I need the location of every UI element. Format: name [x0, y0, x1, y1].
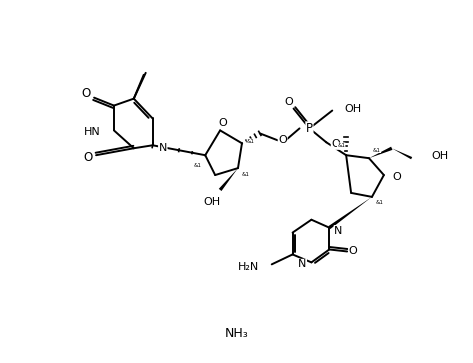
Text: N: N: [158, 143, 167, 153]
Text: O: O: [219, 118, 228, 129]
Text: &1: &1: [373, 148, 381, 153]
Text: O: O: [84, 151, 93, 164]
Text: OH: OH: [344, 103, 361, 114]
Text: &1: &1: [376, 200, 384, 205]
Text: HN: HN: [84, 127, 101, 137]
Polygon shape: [369, 147, 393, 158]
Text: OH: OH: [203, 197, 221, 207]
Polygon shape: [219, 168, 238, 191]
Text: O: O: [81, 87, 91, 100]
Polygon shape: [392, 148, 412, 159]
Text: OH: OH: [431, 151, 448, 161]
Text: H₂N: H₂N: [237, 262, 259, 272]
Text: NH₃: NH₃: [225, 327, 249, 340]
Text: O: O: [278, 135, 287, 145]
Text: &1: &1: [193, 163, 201, 168]
Text: O: O: [393, 172, 402, 182]
Text: &1: &1: [242, 172, 250, 176]
Text: N: N: [334, 226, 342, 236]
Text: O: O: [331, 139, 340, 149]
Polygon shape: [328, 197, 372, 229]
Text: &1: &1: [247, 139, 255, 144]
Text: O: O: [349, 246, 358, 257]
Text: P: P: [306, 122, 313, 135]
Text: N: N: [298, 259, 307, 269]
Text: O: O: [284, 97, 293, 107]
Text: &1: &1: [337, 143, 345, 148]
